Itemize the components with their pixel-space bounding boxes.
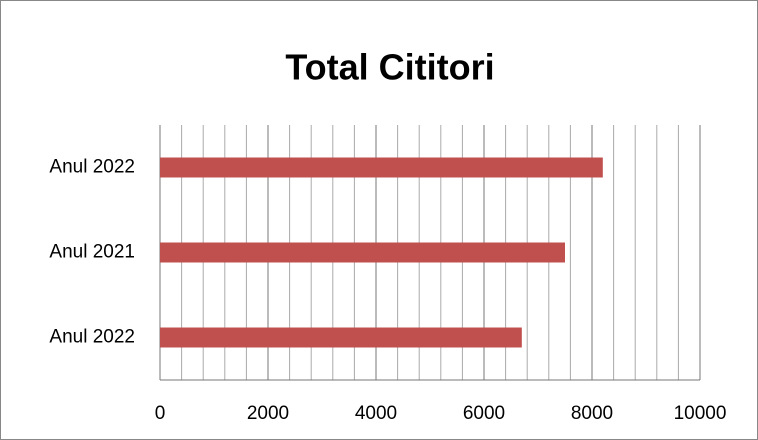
x-tick-label: 0 xyxy=(155,403,166,424)
y-tick-label: Anul 2022 xyxy=(49,157,135,178)
x-tick-label: 10000 xyxy=(674,403,727,424)
x-tick-label: 6000 xyxy=(463,403,505,424)
y-tick-label: Anul 2021 xyxy=(49,242,135,263)
bar xyxy=(160,157,603,178)
x-tick-label: 4000 xyxy=(355,403,397,424)
x-tick-label: 2000 xyxy=(247,403,289,424)
bar xyxy=(160,242,565,263)
y-tick-label: Anul 2022 xyxy=(49,327,135,348)
chart-title: Total Cititori xyxy=(285,47,494,88)
bar xyxy=(160,327,522,348)
x-tick-label: 8000 xyxy=(571,403,613,424)
